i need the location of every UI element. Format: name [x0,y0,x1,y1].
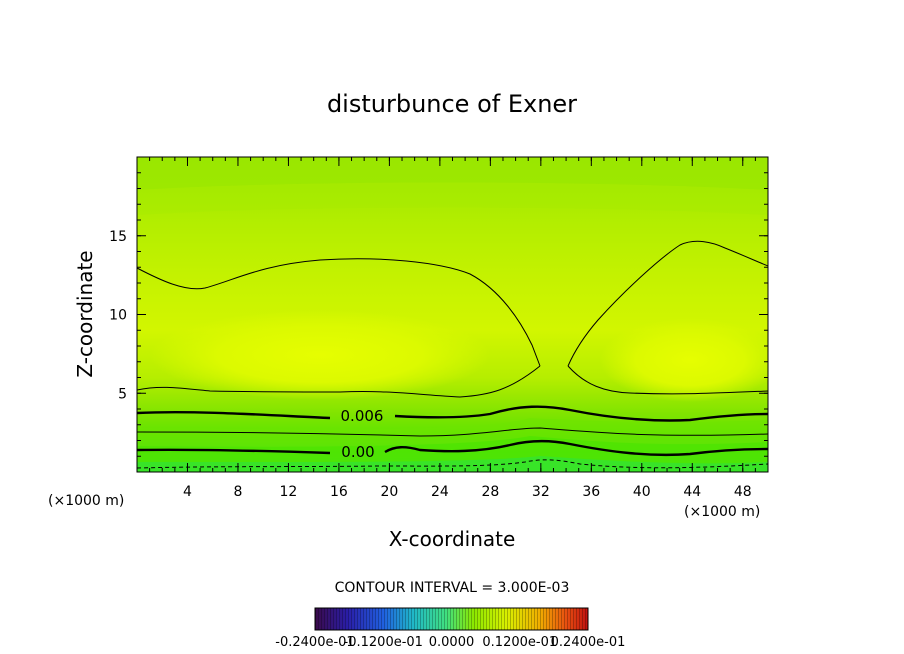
x-tick-label: 32 [532,484,550,500]
x-left-unit-label: (×1000 m) [48,493,124,509]
contour-interval-text: CONTOUR INTERVAL = 3.000E-03 [335,580,570,596]
y-tick-label: 15 [109,229,127,245]
colorbar-tick-label: -0.1200e-01 [344,635,423,650]
contour-line [137,439,768,457]
x-tick-label: 16 [330,484,348,500]
x-tick-label: 28 [481,484,499,500]
contour-line [137,405,768,422]
x-tick-label: 40 [633,484,651,500]
x-axis-label: X-coordinate [389,527,516,551]
x-tick-label: 4 [183,484,192,500]
contour-line [137,258,541,367]
contour-line [567,240,768,367]
contour-label: 0.006 [341,407,384,425]
x-tick-label: 20 [380,484,398,500]
contour-label: 0.00 [341,443,374,461]
x-tick-label: 24 [431,484,449,500]
x-tick-label: 44 [683,484,701,500]
chart-title: disturbunce of Exner [327,90,577,118]
x-tick-label: 36 [582,484,600,500]
colorbar-tick-label: 0.2400e-01 [551,635,626,650]
contour-line [137,365,541,398]
x-right-unit-label: (×1000 m) [684,504,760,520]
colorbar-tick-label: 0.0000 [429,635,475,650]
y-axis-label: Z-coordinate [73,250,97,377]
colorbar-tick-label: 0.1200e-01 [482,635,557,650]
colorbar-tick-labels: -0.2400e-01-0.1200e-01 0.0000 0.1200e-010.… [275,635,625,650]
colorbar [314,607,589,631]
x-tick-label: 48 [734,484,752,500]
contour-line [567,365,768,395]
y-tick-label: 5 [118,386,127,402]
x-tick-label: 12 [280,484,298,500]
y-tick-label: 10 [109,308,127,324]
contour-fill [137,157,768,472]
contour-line [137,459,768,469]
colorbar-tick-label: -0.2400e-01 [275,635,354,650]
x-tick-label: 8 [233,484,242,500]
contour-line [137,427,768,437]
